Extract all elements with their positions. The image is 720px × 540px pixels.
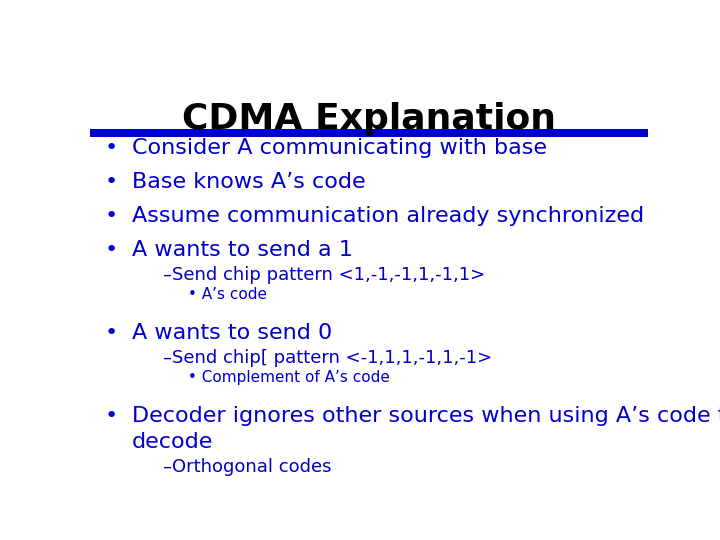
Text: Base knows A’s code: Base knows A’s code	[132, 172, 366, 192]
Text: A wants to send a 1: A wants to send a 1	[132, 240, 353, 260]
Text: –Orthogonal codes: –Orthogonal codes	[163, 458, 331, 476]
Text: decode: decode	[132, 432, 213, 452]
Text: –Send chip[ pattern <-1,1,1,-1,1,-1>: –Send chip[ pattern <-1,1,1,-1,1,-1>	[163, 349, 492, 367]
Text: •: •	[104, 240, 118, 260]
Text: A wants to send 0: A wants to send 0	[132, 323, 332, 343]
Text: •: •	[104, 206, 118, 226]
Text: Decoder ignores other sources when using A’s code to: Decoder ignores other sources when using…	[132, 406, 720, 426]
Text: •: •	[104, 138, 118, 158]
Text: •: •	[104, 406, 118, 426]
Text: CDMA Explanation: CDMA Explanation	[182, 102, 556, 136]
Text: • Complement of A’s code: • Complement of A’s code	[188, 370, 390, 386]
Text: • A’s code: • A’s code	[188, 287, 266, 302]
Text: Consider A communicating with base: Consider A communicating with base	[132, 138, 547, 158]
Text: •: •	[104, 172, 118, 192]
Bar	[90, 129, 648, 137]
Text: –Send chip pattern <1,-1,-1,1,-1,1>: –Send chip pattern <1,-1,-1,1,-1,1>	[163, 266, 485, 284]
Text: •: •	[104, 323, 118, 343]
Text: Assume communication already synchronized: Assume communication already synchronize…	[132, 206, 644, 226]
